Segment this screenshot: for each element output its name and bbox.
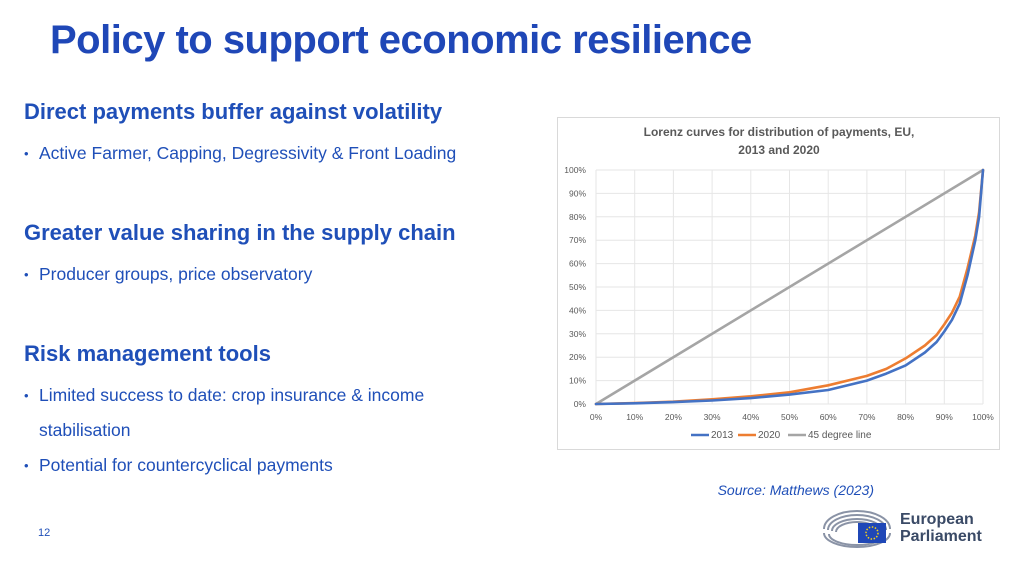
series-line-45-degree-line: [594, 168, 985, 406]
chart-series: [594, 168, 985, 406]
section-value-sharing: Greater value sharing in the supply chai…: [24, 217, 534, 292]
logo-line-1: European: [900, 511, 974, 528]
y-tick-label: 70%: [569, 235, 586, 245]
bullet-item: Potential for countercyclical payments: [24, 448, 534, 483]
legend-label: 2020: [758, 430, 781, 441]
series-line-2013: [594, 168, 985, 406]
legend-label: 45 degree line: [808, 430, 872, 441]
y-tick-label: 60%: [569, 259, 586, 269]
x-tick-label: 100%: [972, 412, 994, 422]
bullet-item: Limited success to date: crop insurance …: [24, 378, 534, 413]
y-tick-label: 10%: [569, 376, 586, 386]
bullet-item: Producer groups, price observatory: [24, 257, 534, 292]
section-heading: Risk management tools: [24, 341, 271, 366]
y-tick-label: 20%: [569, 352, 586, 362]
logo-text: European Parliament: [900, 511, 982, 545]
y-tick-label: 40%: [569, 305, 586, 315]
x-axis-ticks: 0% 10% 20% 30% 40% 50% 60% 70% 80% 90% 100%: [590, 412, 994, 422]
x-tick-label: 80%: [897, 412, 914, 422]
y-tick-label: 0%: [574, 399, 587, 409]
chart-legend: 2013 2020 45 degree line: [691, 430, 872, 441]
x-tick-label: 90%: [936, 412, 953, 422]
y-tick-label: 50%: [569, 282, 586, 292]
european-parliament-logo: European Parliament: [820, 505, 990, 549]
chart-title: Lorenz curves for distribution of paymen…: [644, 125, 915, 139]
section-direct-payments: Direct payments buffer against volatilit…: [24, 96, 534, 171]
y-tick-label: 90%: [569, 188, 586, 198]
x-tick-label: 60%: [820, 412, 837, 422]
source-note: Source: Matthews (2023): [717, 482, 874, 498]
slide-title: Policy to support economic resilience: [50, 18, 752, 62]
x-tick-label: 30%: [704, 412, 721, 422]
y-axis-ticks: 0% 10% 20% 30% 40% 50% 60% 70% 80% 90% 100%: [564, 165, 586, 409]
bullet-list: Active Farmer, Capping, Degressivity & F…: [24, 136, 534, 171]
lorenz-chart: Lorenz curves for distribution of paymen…: [557, 117, 1000, 450]
parliament-emblem-icon: [823, 510, 891, 548]
lorenz-chart-svg: Lorenz curves for distribution of paymen…: [564, 125, 994, 441]
bullet-list: Producer groups, price observatory: [24, 257, 534, 292]
section-heading: Greater value sharing in the supply chai…: [24, 220, 456, 245]
chart-subtitle: 2013 and 2020: [738, 143, 820, 157]
bullet-list: Limited success to date: crop insurance …: [24, 378, 534, 483]
y-tick-label: 80%: [569, 212, 586, 222]
bullet-continuation: stabilisation: [39, 420, 131, 440]
x-tick-label: 40%: [742, 412, 759, 422]
x-tick-label: 50%: [781, 412, 798, 422]
x-tick-label: 70%: [858, 412, 875, 422]
y-tick-label: 30%: [569, 329, 586, 339]
bullet-item: Active Farmer, Capping, Degressivity & F…: [24, 136, 534, 171]
legend-label: 2013: [711, 430, 734, 441]
logo-line-2: Parliament: [900, 528, 982, 545]
x-tick-label: 0%: [590, 412, 603, 422]
page-number: 12: [38, 527, 51, 539]
x-tick-label: 10%: [626, 412, 643, 422]
content-sections: Direct payments buffer against volatilit…: [24, 96, 534, 483]
section-heading: Direct payments buffer against volatilit…: [24, 99, 443, 124]
section-risk-management: Risk management tools Limited success to…: [24, 338, 534, 483]
x-tick-label: 20%: [665, 412, 682, 422]
y-tick-label: 100%: [564, 165, 586, 175]
